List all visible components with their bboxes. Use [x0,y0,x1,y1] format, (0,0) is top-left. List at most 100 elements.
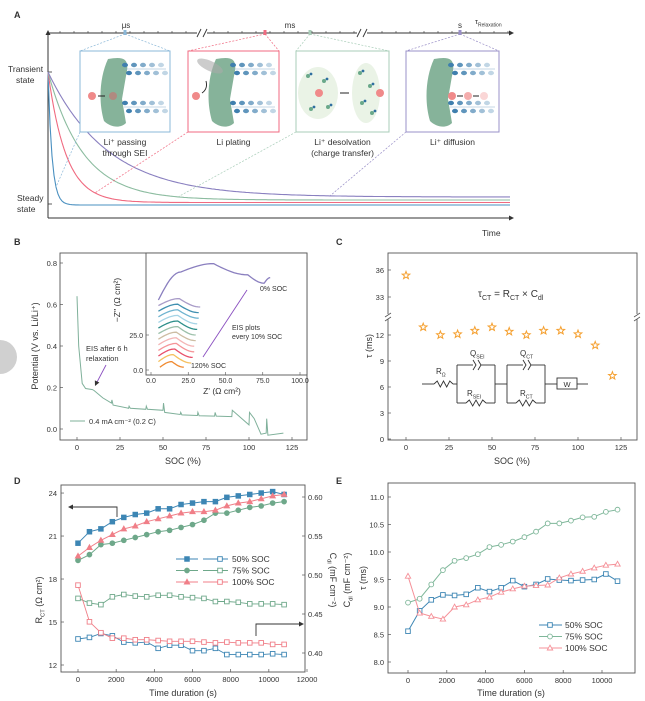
graphite-atom-icon [475,100,481,106]
e-tau-point [532,581,540,588]
graphite-atom-icon [131,100,137,106]
li-ion-icon [480,92,488,100]
d-cdl-point [178,638,184,645]
c-y-tick-label: 9 [380,357,384,366]
graphite-atom-icon [461,70,467,76]
a-inset-guide [459,33,500,52]
e-tau-point [602,561,610,568]
c-data-point [572,328,584,339]
resistor-rct-icon [515,399,537,407]
warburg-element-icon [556,377,578,390]
graphite-atom-icon [261,108,267,114]
d-legend-marker-filled [183,578,191,585]
a-timeline-end-label-sub: Relaxation [478,22,502,28]
e-y-extra-label-main: C [342,600,352,607]
d-cdl-point [75,595,81,602]
solvent-atom-icon [329,103,333,107]
d-rct-point [120,537,127,544]
e-tau-point [614,506,621,513]
c-data-point [469,325,480,336]
c-y-tick-label: 3 [380,409,384,418]
d-cdl-point [166,592,173,599]
d-rct-point [155,528,162,535]
graphite-atom-icon [239,62,245,68]
c-formula-r-sub: CT [510,295,520,302]
a-timeline-end-label: τRelaxation [475,17,502,28]
b-inset-x-tick-label: 50.0 [219,378,233,385]
d-cdl-point [189,638,196,645]
b-inset-eis-curve [158,303,199,314]
d-cdl-point [201,639,207,645]
circuit-label-qsei-sub: SEI [476,354,484,360]
d-y-left-tick-label: 18 [49,575,57,584]
graphite-atom-icon [448,62,454,68]
d-rct-point [155,506,161,512]
b-inset-eis-curve [158,309,199,319]
d-cdl-point [121,591,127,598]
sei-layer-icon [208,57,236,127]
e-y-extra-label-rest: (mF cm⁻²) [342,553,352,597]
d-rct-point [189,507,196,515]
d-plot-frame [60,484,306,673]
c-x-label: SOC (%) [494,456,530,466]
cpe-qct-icon [522,359,532,371]
d-y-right-label-rest: (mF cm⁻²) [328,564,338,608]
d-rct-point [121,514,127,521]
d-arrow-left-axis [72,506,118,517]
sei-layer-icon [426,57,454,127]
graphite-atom-icon [479,70,485,76]
d-cdl-point [201,647,207,654]
c-y-tick-label: 6 [380,383,384,392]
b-inset-x-tick-label: 25.0 [181,378,195,385]
c-y-tick-label: 36 [376,266,384,275]
c-axis-break-mark [384,316,392,322]
a-timeline-label-us: μs [122,21,131,30]
graphite-atom-icon [484,62,490,68]
c-formula-eq: = [491,289,502,300]
circuit-label-qsei-main: Q [470,349,476,358]
e-tau-point [544,581,552,588]
b-inset-x-tick-label: 100.0 [291,378,309,385]
a-relaxation-curve [47,71,510,201]
b-x-tick-label: 50 [159,443,167,452]
a-y-axis-arrow [45,30,51,35]
d-rct-point [98,541,104,548]
b-inset-y-tick-label: 0.0 [133,368,143,375]
b-inset-eis-curve [158,320,198,331]
circuit-label-r0-main: R [436,367,442,376]
d-rct-point [212,498,219,505]
d-x-tick-label: 8000 [222,675,239,684]
solvent-molecule-icon [368,84,372,88]
e-tau-point [474,551,481,558]
d-cdl-point [86,634,93,641]
graphite-atom-icon [466,100,472,106]
a-inset-guide [79,33,126,52]
c-y-tick-label: 0 [380,435,384,444]
graphite-atom-icon [479,108,485,114]
e-tau-point [603,509,609,515]
graphite-atom-icon [144,70,150,76]
d-y-right-tick-label: 0.40 [308,649,323,658]
graphite-atom-icon [153,70,159,76]
a-inset-guide [124,33,171,52]
e-tau-point [509,538,516,545]
d-rct-point [211,506,219,513]
b-y-label: Potential (V vs. Li/Li⁺) [30,302,40,389]
d-x-tick-label: 12000 [297,675,318,684]
e-legend-label: 75% SOC [565,632,603,642]
graphite-atom-icon [239,100,245,106]
c-x-tick-label: 75 [531,443,539,452]
d-y-left-label-rest: (Ω cm²) [34,576,44,609]
d-rct-point [223,502,231,509]
e-tau-point [451,592,458,599]
circuit-label-qct: QCT [520,349,534,360]
d-rct-point [178,501,184,508]
resistor-rsei-icon [465,399,487,407]
d-cdl-point [281,651,287,658]
li-ion-icon [88,92,96,100]
c-data-point [504,326,515,336]
d-arrow-right-axis [255,623,299,636]
a-inset-1 [79,50,171,133]
d-legend-marker-filled [184,567,190,574]
